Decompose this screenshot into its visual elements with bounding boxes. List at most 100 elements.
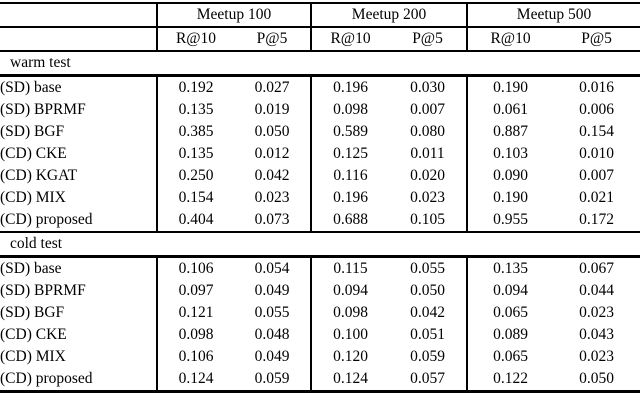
method-label: (SD) BPRMF: [0, 101, 86, 118]
method-label: (CD) CKE: [0, 145, 67, 162]
metric-value: 0.589: [310, 121, 390, 143]
metric-value: 0.122: [466, 368, 554, 393]
metric-value: 0.023: [254, 189, 290, 206]
metric-value: 0.023: [410, 189, 445, 206]
metric-value: 0.190: [466, 75, 554, 99]
method-label: (CD) MIX: [0, 348, 66, 365]
metric-value: 0.044: [579, 282, 614, 299]
metric-value: 0.172: [553, 209, 640, 233]
metric-value: 0.106: [156, 346, 234, 368]
metric-value: 0.098: [156, 324, 234, 346]
metric-value: 0.059: [410, 348, 445, 365]
table-row: (SD) base 0.192 0.027 0.196 0.030 0.190 …: [0, 75, 640, 99]
metric-value: 0.023: [579, 348, 614, 365]
method-label: (SD) BGF: [0, 304, 65, 321]
table-row: (CD) CKE 0.098 0.048 0.100 0.051 0.089 0…: [0, 324, 640, 346]
metric-value: 0.007: [410, 101, 445, 118]
metric-value: 0.006: [579, 101, 614, 118]
metric-value: 0.100: [310, 324, 390, 346]
metric-value: 0.016: [579, 79, 614, 96]
metric-value: 0.061: [466, 99, 554, 121]
metric-value: 0.027: [254, 79, 290, 96]
table-row: (SD) BPRMF 0.135 0.019 0.098 0.007 0.061…: [0, 99, 640, 121]
method-label: (CD) CKE: [0, 326, 67, 343]
metric-value: 0.020: [410, 167, 445, 184]
metric-value: 0.124: [310, 368, 390, 393]
metric-value: 0.080: [410, 123, 445, 140]
metric-value: 0.050: [410, 282, 445, 299]
empty-corner-cell: [0, 27, 157, 52]
method-label: (CD) proposed: [0, 368, 157, 393]
metric-value: 0.404: [156, 209, 234, 233]
table-row: (SD) base 0.106 0.054 0.115 0.055 0.135 …: [0, 256, 640, 280]
column-group-meetup-500: Meetup 500: [466, 3, 640, 28]
section-header-cold-test: cold test: [0, 232, 640, 258]
table-row: (CD) proposed 0.404 0.073 0.688 0.105 0.…: [0, 209, 640, 233]
method-label: (CD) MIX: [0, 189, 66, 206]
benchmark-results-table: Meetup 100 Meetup 200 Meetup 500 R@10 P@…: [0, 2, 640, 393]
table-row: (CD) MIX 0.154 0.023 0.196 0.023 0.190 0…: [0, 187, 640, 209]
metric-value: 0.065: [466, 346, 554, 368]
metric-value: 0.011: [410, 145, 445, 162]
section-title: warm test: [0, 51, 640, 77]
metric-value: 0.042: [254, 167, 290, 184]
metric-value: 0.098: [310, 302, 390, 324]
metric-value: 0.135: [466, 256, 554, 280]
metric-value: 0.057: [389, 368, 468, 393]
table-row: (SD) BGF 0.121 0.055 0.098 0.042 0.065 0…: [0, 302, 640, 324]
metric-value: 0.043: [579, 326, 614, 343]
metric-value: 0.106: [156, 256, 234, 280]
method-label: (SD) base: [0, 79, 62, 96]
method-label: (SD) BPRMF: [0, 282, 86, 299]
metric-value: 0.054: [254, 260, 290, 277]
column-group-meetup-200: Meetup 200: [310, 3, 468, 28]
metric-value: 0.121: [156, 302, 234, 324]
metric-value: 0.154: [579, 123, 614, 140]
metric-value: 0.012: [254, 145, 290, 162]
section-header-warm-test: warm test: [0, 51, 640, 77]
metric-header-p5: P@5: [234, 27, 312, 52]
metric-value: 0.021: [579, 189, 614, 206]
metric-header-r10: R@10: [310, 27, 390, 52]
table-row: (CD) MIX 0.106 0.049 0.120 0.059 0.065 0…: [0, 346, 640, 368]
metric-value: 0.055: [254, 304, 290, 321]
metric-value: 0.125: [310, 143, 390, 165]
metric-value: 0.098: [310, 99, 390, 121]
metric-value: 0.007: [579, 167, 614, 184]
metric-value: 0.050: [254, 123, 290, 140]
section-title: cold test: [0, 232, 640, 258]
metric-value: 0.050: [553, 368, 640, 393]
metric-value: 0.090: [466, 165, 554, 187]
metric-value: 0.385: [156, 121, 234, 143]
table-row: (SD) BPRMF 0.097 0.049 0.094 0.050 0.094…: [0, 280, 640, 302]
metric-value: 0.097: [156, 280, 234, 302]
metric-value: 0.094: [310, 280, 390, 302]
table-row: (CD) CKE 0.135 0.012 0.125 0.011 0.103 0…: [0, 143, 640, 165]
metric-value: 0.955: [466, 209, 554, 233]
metric-value: 0.120: [310, 346, 390, 368]
metric-value: 0.887: [466, 121, 554, 143]
column-group-header-row: Meetup 100 Meetup 200 Meetup 500: [0, 3, 640, 28]
metric-header-r10: R@10: [156, 27, 234, 52]
metric-value: 0.089: [466, 324, 554, 346]
metric-value: 0.019: [254, 101, 290, 118]
table-row: (CD) KGAT 0.250 0.042 0.116 0.020 0.090 …: [0, 165, 640, 187]
metric-value: 0.190: [466, 187, 554, 209]
metric-value: 0.010: [579, 145, 614, 162]
table-row: (CD) proposed 0.124 0.059 0.124 0.057 0.…: [0, 368, 640, 393]
metric-value: 0.030: [410, 79, 445, 96]
metric-value: 0.105: [389, 209, 468, 233]
metric-value: 0.094: [466, 280, 554, 302]
metric-value: 0.051: [410, 326, 445, 343]
metric-value: 0.059: [234, 368, 312, 393]
metric-value: 0.196: [310, 187, 390, 209]
method-label: (CD) KGAT: [0, 167, 78, 184]
table-row: (SD) BGF 0.385 0.050 0.589 0.080 0.887 0…: [0, 121, 640, 143]
method-label: (CD) proposed: [0, 209, 157, 233]
metric-value: 0.154: [156, 187, 234, 209]
metric-value: 0.124: [156, 368, 234, 393]
metric-value: 0.192: [156, 75, 234, 99]
metric-value: 0.049: [254, 348, 290, 365]
metric-value: 0.023: [579, 304, 614, 321]
